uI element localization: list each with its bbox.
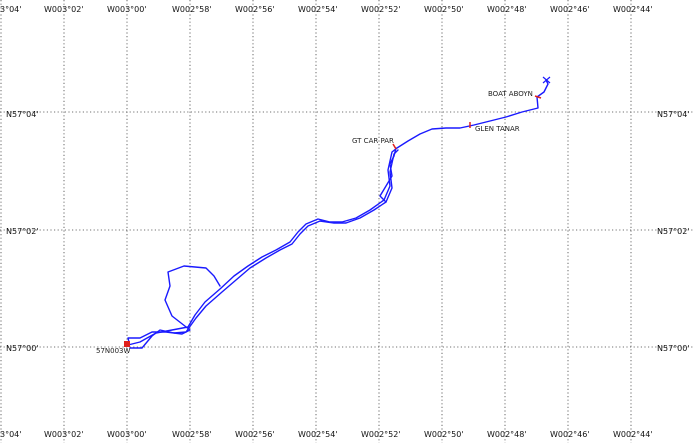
waypoint-marker-gt-car-par[interactable] <box>392 143 397 150</box>
longitude-label: W002°48' <box>487 5 527 14</box>
longitude-label: W002°58' <box>172 430 212 439</box>
waypoint-labels: BOAT ABOYN GT CAR PAR GLEN TANAR 57N003W <box>96 90 533 355</box>
waypoint-marker-start[interactable] <box>124 341 130 347</box>
longitude-gridlines <box>0 0 632 443</box>
longitude-label: W002°50' <box>424 5 464 14</box>
waypoint-label-boat-aboyn: BOAT ABOYN <box>488 90 533 98</box>
longitude-label: W002°50' <box>424 430 464 439</box>
waypoint-label-gt-car-par: GT CAR PAR <box>352 137 394 145</box>
track-segment-north[interactable] <box>379 147 397 203</box>
longitude-label: 3°04' <box>0 430 21 439</box>
longitude-label: W002°54' <box>298 430 338 439</box>
waypoint-markers[interactable] <box>124 76 551 347</box>
latitude-label: N57°04' <box>6 110 39 119</box>
waypoint-marker-boat-aboyn[interactable] <box>534 95 542 99</box>
longitude-label: W002°46' <box>550 430 590 439</box>
longitude-label: W002°44' <box>613 430 653 439</box>
right-latitude-labels: N57°04' N57°02' N57°00' <box>657 110 690 353</box>
longitude-label: W003°00' <box>107 5 147 14</box>
longitude-label: W003°00' <box>107 430 147 439</box>
longitude-label: W002°52' <box>361 5 401 14</box>
longitude-label: W002°54' <box>298 5 338 14</box>
longitude-label: W002°58' <box>172 5 212 14</box>
longitude-label: W002°56' <box>235 5 275 14</box>
left-latitude-labels: N57°04' N57°02' N57°00' <box>6 110 39 353</box>
waypoint-label-glen-tanar: GLEN TANAR <box>475 125 520 133</box>
bottom-longitude-labels: 3°04' W003°02' W003°00' W002°58' W002°56… <box>0 430 653 439</box>
waypoint-label-57n003w: 57N003W <box>96 347 131 355</box>
gps-track[interactable] <box>127 79 549 349</box>
longitude-label: 3°04' <box>0 5 21 14</box>
longitude-label: W003°02' <box>44 5 84 14</box>
latitude-label: N57°02' <box>6 227 39 236</box>
longitude-label: W002°46' <box>550 5 590 14</box>
end-cross-icon[interactable] <box>542 76 551 84</box>
longitude-label: W002°52' <box>361 430 401 439</box>
latitude-label: N57°02' <box>657 227 690 236</box>
latitude-label: N57°04' <box>657 110 690 119</box>
track-segment-main[interactable] <box>127 79 549 346</box>
top-longitude-labels: 3°04' W003°02' W003°00' W002°58' W002°56… <box>0 5 653 14</box>
latitude-label: N57°00' <box>6 344 39 353</box>
latitude-gridlines <box>0 111 693 348</box>
longitude-label: W002°48' <box>487 430 527 439</box>
track-segment-parallel[interactable] <box>129 149 399 349</box>
longitude-label: W002°44' <box>613 5 653 14</box>
longitude-label: W003°02' <box>44 430 84 439</box>
longitude-label: W002°56' <box>235 430 275 439</box>
track-segment-loop[interactable] <box>127 265 221 343</box>
latitude-label: N57°00' <box>657 344 690 353</box>
